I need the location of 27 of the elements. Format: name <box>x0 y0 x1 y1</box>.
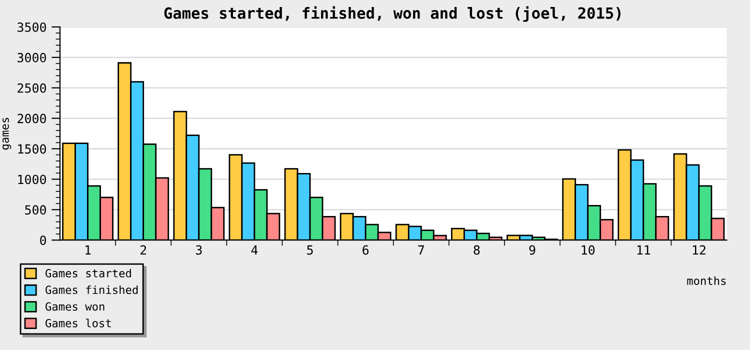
x-tick-label: 3 <box>196 245 202 255</box>
legend-label: Games finished <box>46 285 138 294</box>
y-tick-label: 3000 <box>18 52 46 62</box>
x-tick-label: 2 <box>140 245 146 255</box>
x-tick-label: 9 <box>529 245 536 255</box>
y-tick-label: 2000 <box>18 114 46 124</box>
legend-label: Games started <box>46 268 131 278</box>
y-tick-label: 0 <box>40 236 46 246</box>
legend-label: Games lost <box>46 318 111 328</box>
x-tick-label: 6 <box>362 245 369 255</box>
y-tick-label: 1000 <box>18 174 46 184</box>
x-tick-label: 12 <box>692 245 706 255</box>
x-tick-label: 5 <box>307 245 313 255</box>
y-tick-label: 3500 <box>18 22 46 32</box>
y-tick-label: 500 <box>25 205 46 215</box>
x-tick-label: 7 <box>418 245 424 255</box>
y-tick-label: 1500 <box>18 144 46 154</box>
x-tick-label: 8 <box>474 245 480 255</box>
y-axis-title: games <box>2 118 12 150</box>
y-tick-label: 2500 <box>18 83 46 93</box>
x-tick-label: 1 <box>86 245 91 255</box>
legend-label: Games won <box>46 302 104 311</box>
x-tick-label: 11 <box>637 245 650 255</box>
x-tick-label: 10 <box>582 245 595 255</box>
chart-title: Games started, finished, won and lost (joel, 2015) <box>164 6 620 22</box>
x-tick-label: 4 <box>251 245 258 255</box>
x-axis-title: months <box>687 276 726 285</box>
